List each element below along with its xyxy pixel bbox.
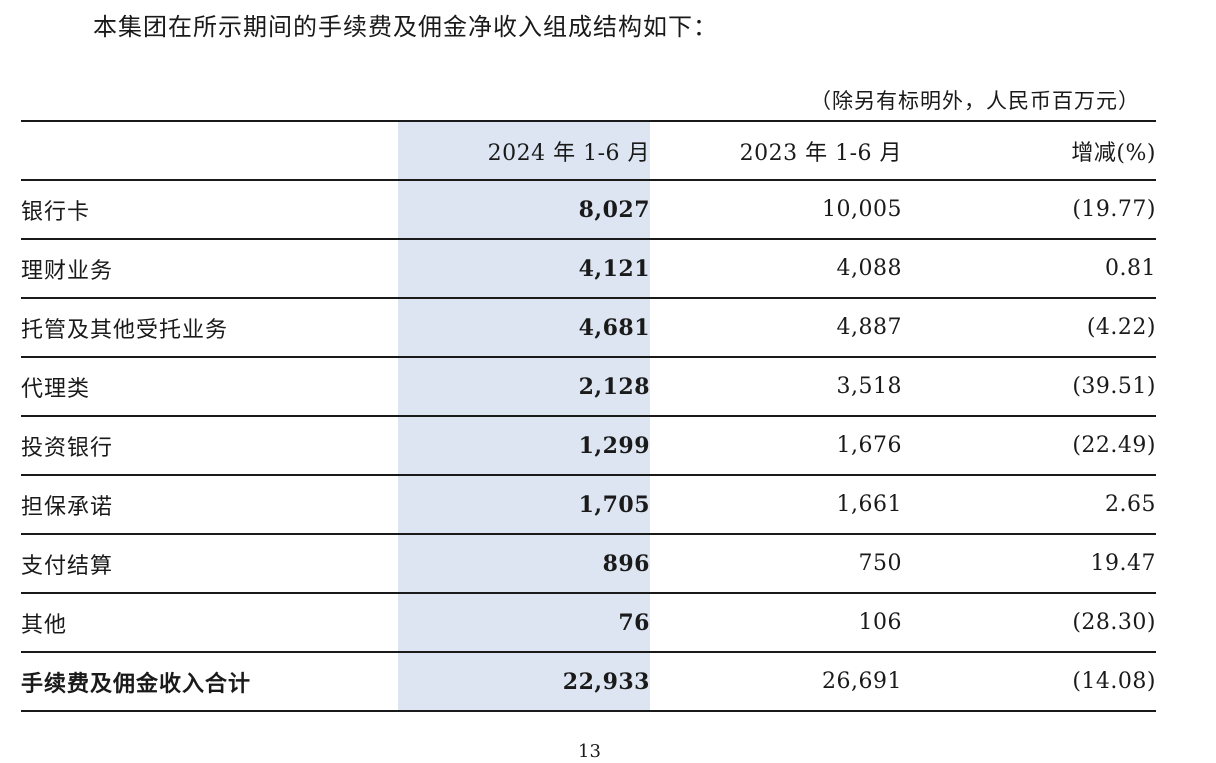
header-2023: 2023 年 1-6 月 bbox=[650, 120, 902, 180]
total-change: (14.08) bbox=[902, 651, 1156, 712]
row-value-2023: 750 bbox=[650, 533, 902, 593]
row-value-2024: 1,705 bbox=[398, 474, 650, 534]
row-change: (4.22) bbox=[902, 297, 1156, 357]
row-value-2023: 106 bbox=[650, 592, 902, 652]
total-label: 手续费及佣金收入合计 bbox=[21, 651, 398, 712]
row-label: 托管及其他受托业务 bbox=[21, 297, 398, 357]
table-row: 托管及其他受托业务 4,681 4,887 (4.22) bbox=[21, 297, 1156, 357]
row-value-2024: 2,128 bbox=[398, 356, 650, 416]
table-row: 理财业务 4,121 4,088 0.81 bbox=[21, 238, 1156, 298]
table-row: 其他 76 106 (28.30) bbox=[21, 592, 1156, 652]
row-label: 银行卡 bbox=[21, 179, 398, 239]
table-row: 银行卡 8,027 10,005 (19.77) bbox=[21, 179, 1156, 239]
table-row: 代理类 2,128 3,518 (39.51) bbox=[21, 356, 1156, 416]
row-value-2023: 10,005 bbox=[650, 179, 902, 239]
total-value-2024: 22,933 bbox=[398, 651, 650, 712]
row-value-2024: 1,299 bbox=[398, 415, 650, 475]
header-label bbox=[21, 120, 398, 180]
row-value-2024: 4,681 bbox=[398, 297, 650, 357]
row-change: 2.65 bbox=[902, 474, 1156, 534]
row-label: 投资银行 bbox=[21, 415, 398, 475]
row-label: 理财业务 bbox=[21, 238, 398, 298]
row-value-2024: 76 bbox=[398, 592, 650, 652]
row-value-2024: 4,121 bbox=[398, 238, 650, 298]
header-2024: 2024 年 1-6 月 bbox=[398, 120, 650, 180]
row-label: 代理类 bbox=[21, 356, 398, 416]
unit-note: （除另有标明外，人民币百万元） bbox=[810, 89, 1140, 113]
row-value-2023: 1,661 bbox=[650, 474, 902, 534]
fee-commission-table: 2024 年 1-6 月 2023 年 1-6 月 增减(%) 银行卡 8,02… bbox=[21, 120, 1156, 712]
table-row: 担保承诺 1,705 1,661 2.65 bbox=[21, 474, 1156, 534]
row-value-2024: 896 bbox=[398, 533, 650, 593]
row-value-2023: 3,518 bbox=[650, 356, 902, 416]
row-change: (39.51) bbox=[902, 356, 1156, 416]
row-change: (19.77) bbox=[902, 179, 1156, 239]
row-label: 其他 bbox=[21, 592, 398, 652]
row-value-2023: 4,088 bbox=[650, 238, 902, 298]
table-row: 支付结算 896 750 19.47 bbox=[21, 533, 1156, 593]
table-total-row: 手续费及佣金收入合计 22,933 26,691 (14.08) bbox=[21, 651, 1156, 712]
table-row: 投资银行 1,299 1,676 (22.49) bbox=[21, 415, 1156, 475]
row-value-2023: 4,887 bbox=[650, 297, 902, 357]
row-label: 支付结算 bbox=[21, 533, 398, 593]
page-number: 13 bbox=[578, 741, 601, 762]
total-value-2023: 26,691 bbox=[650, 651, 902, 712]
row-change: (22.49) bbox=[902, 415, 1156, 475]
row-label: 担保承诺 bbox=[21, 474, 398, 534]
row-change: 0.81 bbox=[902, 238, 1156, 298]
row-change: 19.47 bbox=[902, 533, 1156, 593]
row-change: (28.30) bbox=[902, 592, 1156, 652]
intro-paragraph: 本集团在所示期间的手续费及佣金净收入组成结构如下： bbox=[93, 13, 718, 41]
table-header-row: 2024 年 1-6 月 2023 年 1-6 月 增减(%) bbox=[21, 120, 1156, 180]
header-change: 增减(%) bbox=[902, 120, 1156, 180]
row-value-2023: 1,676 bbox=[650, 415, 902, 475]
fee-commission-table-container: 2024 年 1-6 月 2023 年 1-6 月 增减(%) 银行卡 8,02… bbox=[21, 120, 1156, 712]
row-value-2024: 8,027 bbox=[398, 179, 650, 239]
